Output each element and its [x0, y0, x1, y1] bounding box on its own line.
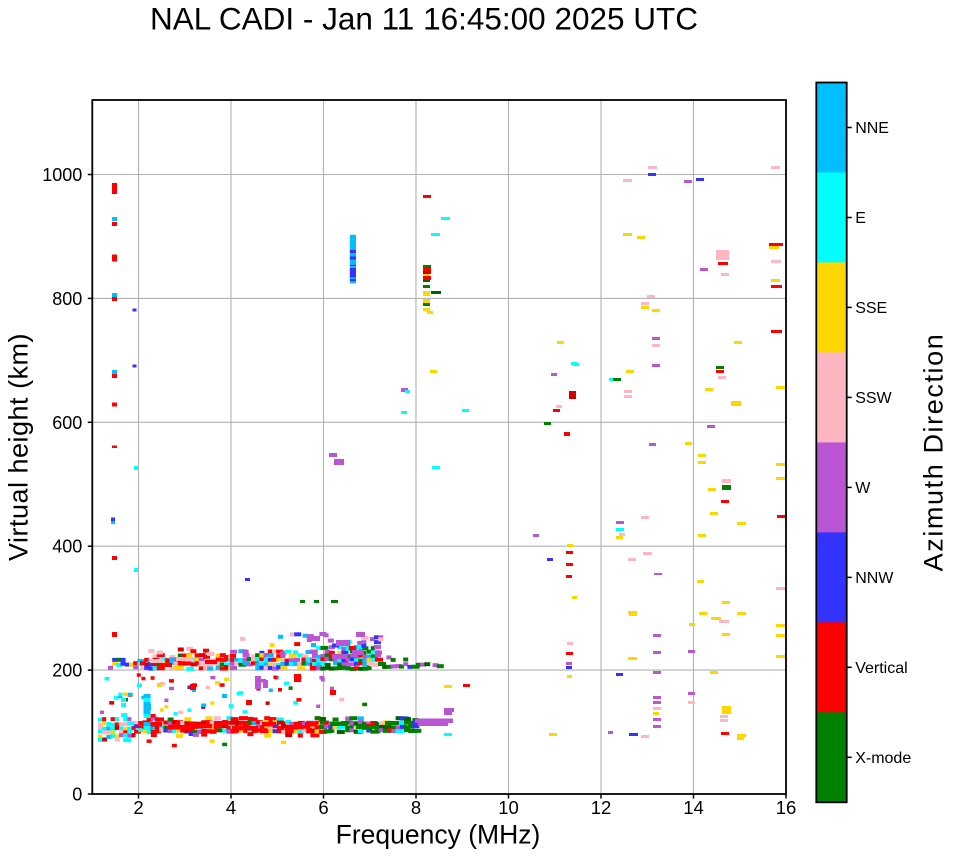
svg-text:1000: 1000	[42, 165, 82, 185]
svg-text:NNW: NNW	[855, 570, 894, 587]
svg-text:Frequency (MHz): Frequency (MHz)	[336, 820, 541, 850]
svg-text:12: 12	[591, 797, 612, 818]
svg-text:E: E	[855, 210, 866, 227]
svg-text:600: 600	[52, 413, 82, 433]
svg-text:Vertical: Vertical	[855, 660, 907, 677]
svg-text:6: 6	[318, 797, 328, 818]
svg-text:Azimuth Direction: Azimuth Direction	[919, 333, 949, 572]
svg-text:800: 800	[52, 289, 82, 309]
svg-text:14: 14	[683, 797, 704, 818]
svg-text:400: 400	[52, 537, 82, 557]
svg-text:8: 8	[411, 797, 421, 818]
svg-text:X-mode: X-mode	[855, 750, 911, 767]
svg-text:16: 16	[776, 797, 797, 818]
svg-text:SSE: SSE	[855, 300, 887, 317]
svg-text:SSW: SSW	[855, 390, 892, 407]
svg-text:NAL CADI - Jan 11 16:45:00 202: NAL CADI - Jan 11 16:45:00 2025 UTC	[150, 1, 698, 37]
svg-text:NNE: NNE	[855, 120, 889, 137]
svg-text:W: W	[855, 480, 871, 497]
svg-text:2: 2	[133, 797, 143, 818]
svg-text:4: 4	[226, 797, 236, 818]
svg-text:0: 0	[72, 785, 82, 805]
svg-text:200: 200	[52, 661, 82, 681]
svg-text:10: 10	[498, 797, 519, 818]
svg-text:Virtual height (km): Virtual height (km)	[4, 333, 34, 561]
